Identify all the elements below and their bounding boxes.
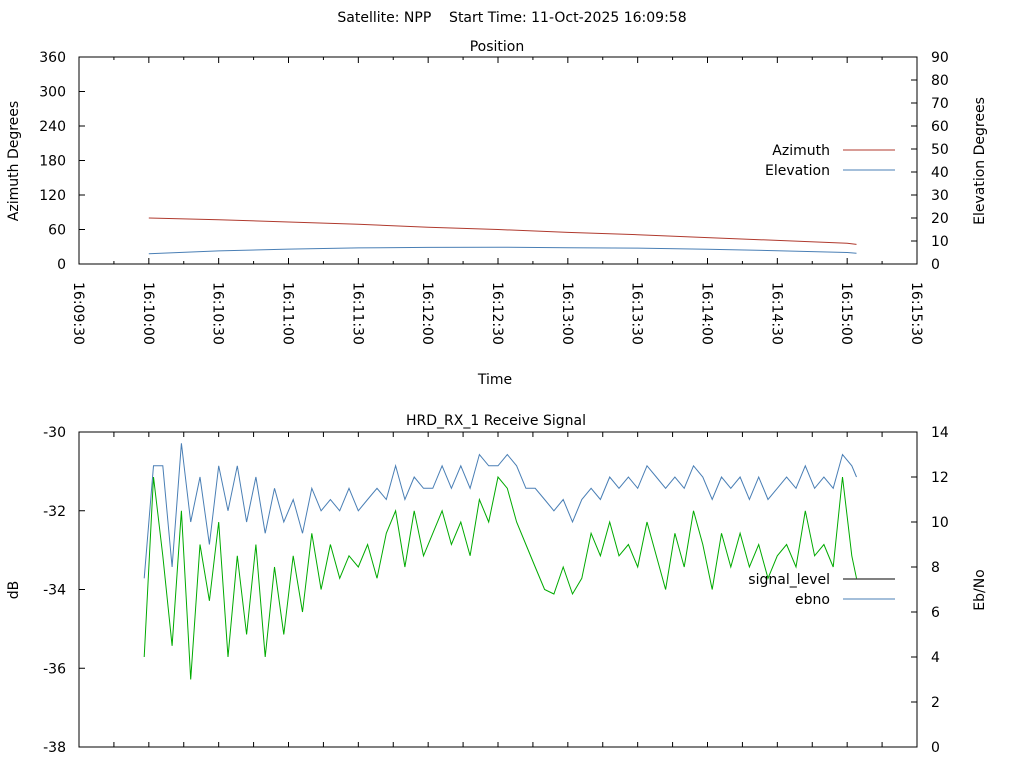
elevation-tick-label: 30 [931,188,949,204]
ebno-tick-label: 4 [931,650,940,666]
elevation-tick-label: 20 [931,211,949,227]
ebno-series-line [143,475,857,680]
signal-left-axis: -38 -36 -34 -32 -30 [43,425,85,756]
azimuth-legend-label: Azimuth [772,143,830,159]
time-tick-label: 16:11:00 [280,282,296,345]
azimuth-tick-label: 240 [39,119,66,135]
ebno-tick-label: 0 [931,740,940,756]
db-tick-label: -36 [43,661,66,677]
elevation-tick-label: 70 [931,96,949,112]
chart-header-title: Satellite: NPP Start Time: 11-Oct-2025 1… [337,10,686,26]
azimuth-tick-label: 360 [39,50,66,66]
ebno-tick-label: 10 [931,515,949,531]
elevation-tick-label: 10 [931,234,949,250]
azimuth-tick-label: 60 [48,223,66,239]
time-tick-label: 16:14:30 [768,282,784,345]
db-axis-label: dB [6,581,22,600]
position-legend: Azimuth Elevation [765,143,895,179]
ebno-tick-label: 12 [931,470,949,486]
signal-right-axis: 0 2 4 6 8 10 12 14 [911,425,949,756]
azimuth-tick-label: 120 [39,188,66,204]
time-tick-label: 16:09:30 [70,282,86,345]
azimuth-series-line [148,217,857,245]
ebno-tick-label: 8 [931,560,940,576]
elevation-legend-label: Elevation [765,163,830,179]
db-tick-label: -38 [43,740,66,756]
elevation-tick-label: 80 [931,73,949,89]
trace-2-series-line [143,443,857,579]
db-tick-label: -32 [43,504,66,520]
ebno-tick-label: 2 [931,695,940,711]
elevation-axis-label: Elevation Degrees [972,97,988,225]
time-tick-label: 16:12:00 [419,282,435,345]
db-tick-label: -34 [43,583,66,599]
azimuth-axis-label: Azimuth Degrees [6,101,22,221]
elevation-tick-label: 0 [931,257,940,273]
ebno-legend-label: ebno [795,592,830,608]
position-right-axis: 0 10 20 30 40 50 60 70 80 90 [911,50,949,273]
position-chart-title: Position [470,39,525,55]
time-tick-label: 16:12:30 [489,282,505,345]
ebno-tick-label: 14 [931,425,949,441]
signal-level-legend-label: signal_level [748,572,830,588]
time-tick-label: 16:11:30 [349,282,365,345]
time-tick-label: 16:13:00 [559,282,575,345]
elevation-series-line [148,246,857,255]
elevation-tick-label: 90 [931,50,949,66]
time-tick-label: 16:14:00 [699,282,715,345]
azimuth-tick-label: 0 [57,257,66,273]
signal-time-axis [78,432,918,747]
ebno-tick-label: 6 [931,605,940,621]
time-axis-label: Time [477,372,512,388]
time-tick-label: 16:15:30 [908,282,924,345]
signal-series-group [143,443,857,680]
position-left-axis: 0 60 120 180 240 300 360 [39,50,85,273]
time-tick-label: 16:10:00 [140,282,156,345]
position-series-group [148,217,857,255]
receive-signal-chart: HRD_RX_1 Receive Signal -38-36-34-32-30 … [6,413,988,756]
elevation-tick-label: 40 [931,165,949,181]
position-chart: Position 0 60 120 180 240 300 360 0 10 20 30 40 50 6… [6,39,988,388]
db-tick-label: -30 [43,425,66,441]
azimuth-tick-label: 300 [39,85,66,101]
azimuth-tick-label: 180 [39,154,66,170]
position-plot-frame [78,56,918,265]
receive-signal-chart-title: HRD_RX_1 Receive Signal [406,413,586,429]
time-tick-label: 16:10:30 [210,282,226,345]
position-time-axis: 16:09:30 16:10:00 16:10:30 16:11:00 16:11:30… [70,57,924,345]
time-tick-label: 16:15:00 [838,282,854,345]
time-tick-label: 16:13:30 [629,282,645,345]
elevation-tick-label: 60 [931,119,949,135]
elevation-tick-label: 50 [931,142,949,158]
ebno-axis-label: Eb/No [972,569,988,611]
